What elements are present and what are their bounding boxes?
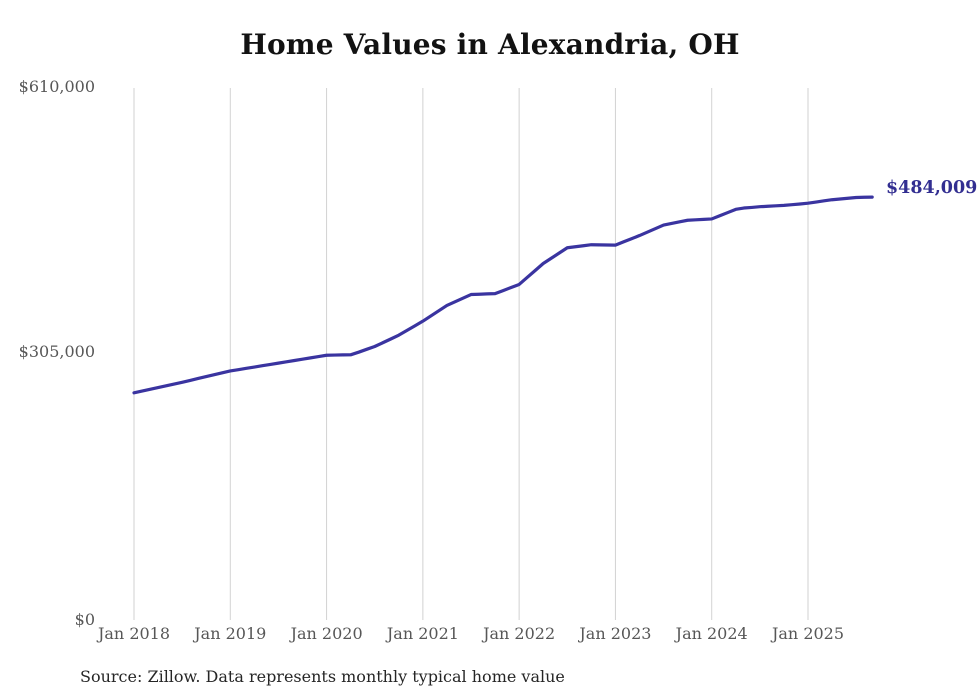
x-axis-tick-jan-2021: Jan 2021 [386,624,459,643]
source-note: Source: Zillow. Data represents monthly … [80,667,565,686]
home-value-line [132,195,874,395]
x-axis-tick-jan-2020: Jan 2020 [290,624,363,643]
x-axis-tick-jan-2023: Jan 2023 [579,624,652,643]
y-axis-tick-610000: $610,000 [18,77,95,96]
x-axis-tick-jan-2019: Jan 2019 [194,624,267,643]
x-axis-tick-jan-2022: Jan 2022 [483,624,556,643]
chart-title: Home Values in Alexandria, OH [240,28,740,61]
y-axis-tick-305000: $305,000 [18,342,95,361]
x-axis-tick-jan-2025: Jan 2025 [771,624,845,643]
x-axis-tick-jan-2018: Jan 2018 [97,624,171,643]
x-axis-tick-jan-2024: Jan 2024 [675,624,748,643]
latest-value-label: $484,009 [886,178,978,198]
y-axis-tick-0: $0 [74,610,95,629]
